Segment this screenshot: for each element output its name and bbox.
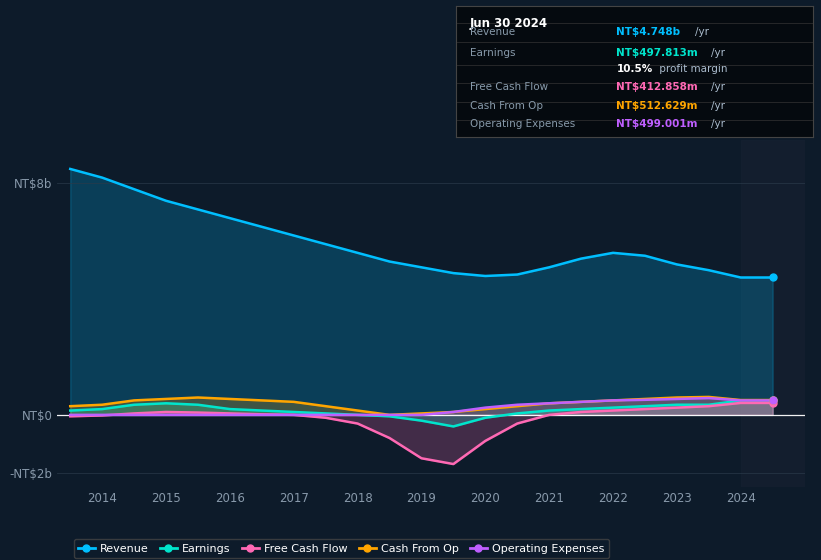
Text: NT$4.748b: NT$4.748b xyxy=(617,27,684,37)
Text: Free Cash Flow: Free Cash Flow xyxy=(470,82,548,92)
Point xyxy=(766,399,779,408)
Text: Revenue: Revenue xyxy=(470,27,515,37)
Text: Operating Expenses: Operating Expenses xyxy=(470,119,576,129)
Text: NT$497.813m: NT$497.813m xyxy=(617,48,702,58)
Text: /yr: /yr xyxy=(695,27,709,37)
Text: profit margin: profit margin xyxy=(656,64,727,74)
Text: Jun 30 2024: Jun 30 2024 xyxy=(470,17,548,30)
Text: 10.5%: 10.5% xyxy=(617,64,653,74)
Point xyxy=(766,396,779,405)
Bar xyxy=(741,140,805,487)
Point xyxy=(766,395,779,404)
Text: /yr: /yr xyxy=(711,82,725,92)
Text: Cash From Op: Cash From Op xyxy=(470,101,543,111)
Point xyxy=(766,273,779,282)
Text: /yr: /yr xyxy=(711,48,725,58)
Text: Earnings: Earnings xyxy=(470,48,516,58)
Text: /yr: /yr xyxy=(711,119,725,129)
Legend: Revenue, Earnings, Free Cash Flow, Cash From Op, Operating Expenses: Revenue, Earnings, Free Cash Flow, Cash … xyxy=(74,539,609,558)
Text: NT$412.858m: NT$412.858m xyxy=(617,82,702,92)
Point xyxy=(766,396,779,405)
Text: NT$499.001m: NT$499.001m xyxy=(617,119,701,129)
Text: /yr: /yr xyxy=(711,101,725,111)
Text: NT$512.629m: NT$512.629m xyxy=(617,101,701,111)
